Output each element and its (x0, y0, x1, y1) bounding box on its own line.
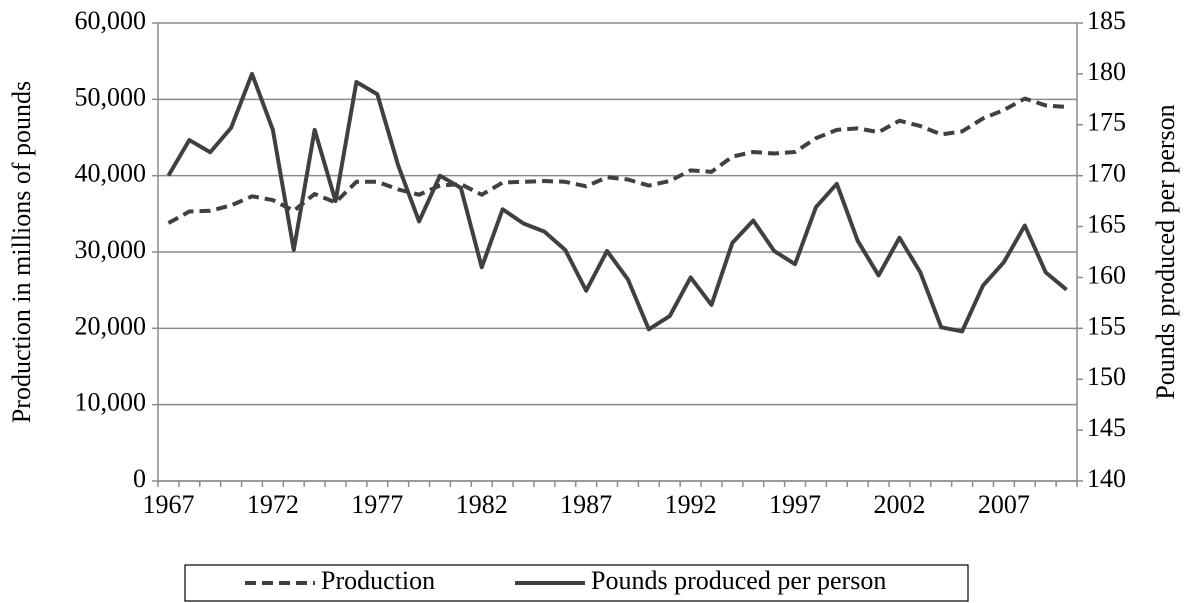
y2-tick-label: 185 (1087, 6, 1126, 35)
y2-tick-label: 155 (1087, 311, 1126, 340)
y2-tick-label: 175 (1087, 108, 1126, 137)
y-tick-label: 60,000 (75, 6, 147, 35)
y-tick-label: 0 (133, 464, 146, 493)
x-tick-label: 2002 (873, 490, 925, 519)
x-tick-label: 2007 (978, 490, 1030, 519)
series-line (167, 96, 1067, 225)
y-axis-title: Production in millions of pounds (7, 81, 36, 423)
y2-tick-label: 150 (1087, 362, 1126, 391)
legend-label: Production (321, 566, 435, 595)
y2-axis-title: Pounds produced per person (1151, 104, 1180, 399)
y2-tick-label: 145 (1087, 413, 1126, 442)
legend-label: Pounds produced per person (591, 566, 886, 595)
y2-tick-label: 140 (1087, 464, 1126, 493)
x-tick-label: 1997 (769, 490, 821, 519)
y2-tick-label: 165 (1087, 210, 1126, 239)
y2-tick-label: 160 (1087, 260, 1126, 289)
x-tick-label: 1977 (351, 490, 403, 519)
x-tick-label: 1992 (665, 490, 717, 519)
x-tick-label: 1982 (456, 490, 508, 519)
x-tick-label: 1972 (247, 490, 299, 519)
legend-box (184, 564, 969, 602)
x-tick-label: 1967 (142, 490, 194, 519)
x-tick-label: 1987 (560, 490, 612, 519)
y-tick-label: 10,000 (75, 388, 147, 417)
y-tick-label: 50,000 (75, 82, 147, 111)
y-tick-label: 40,000 (75, 159, 147, 188)
y-tick-label: 20,000 (75, 311, 147, 340)
series-line (166, 71, 1068, 334)
y2-tick-label: 170 (1087, 159, 1126, 188)
y2-tick-label: 180 (1087, 57, 1126, 86)
y-tick-label: 30,000 (75, 235, 147, 264)
